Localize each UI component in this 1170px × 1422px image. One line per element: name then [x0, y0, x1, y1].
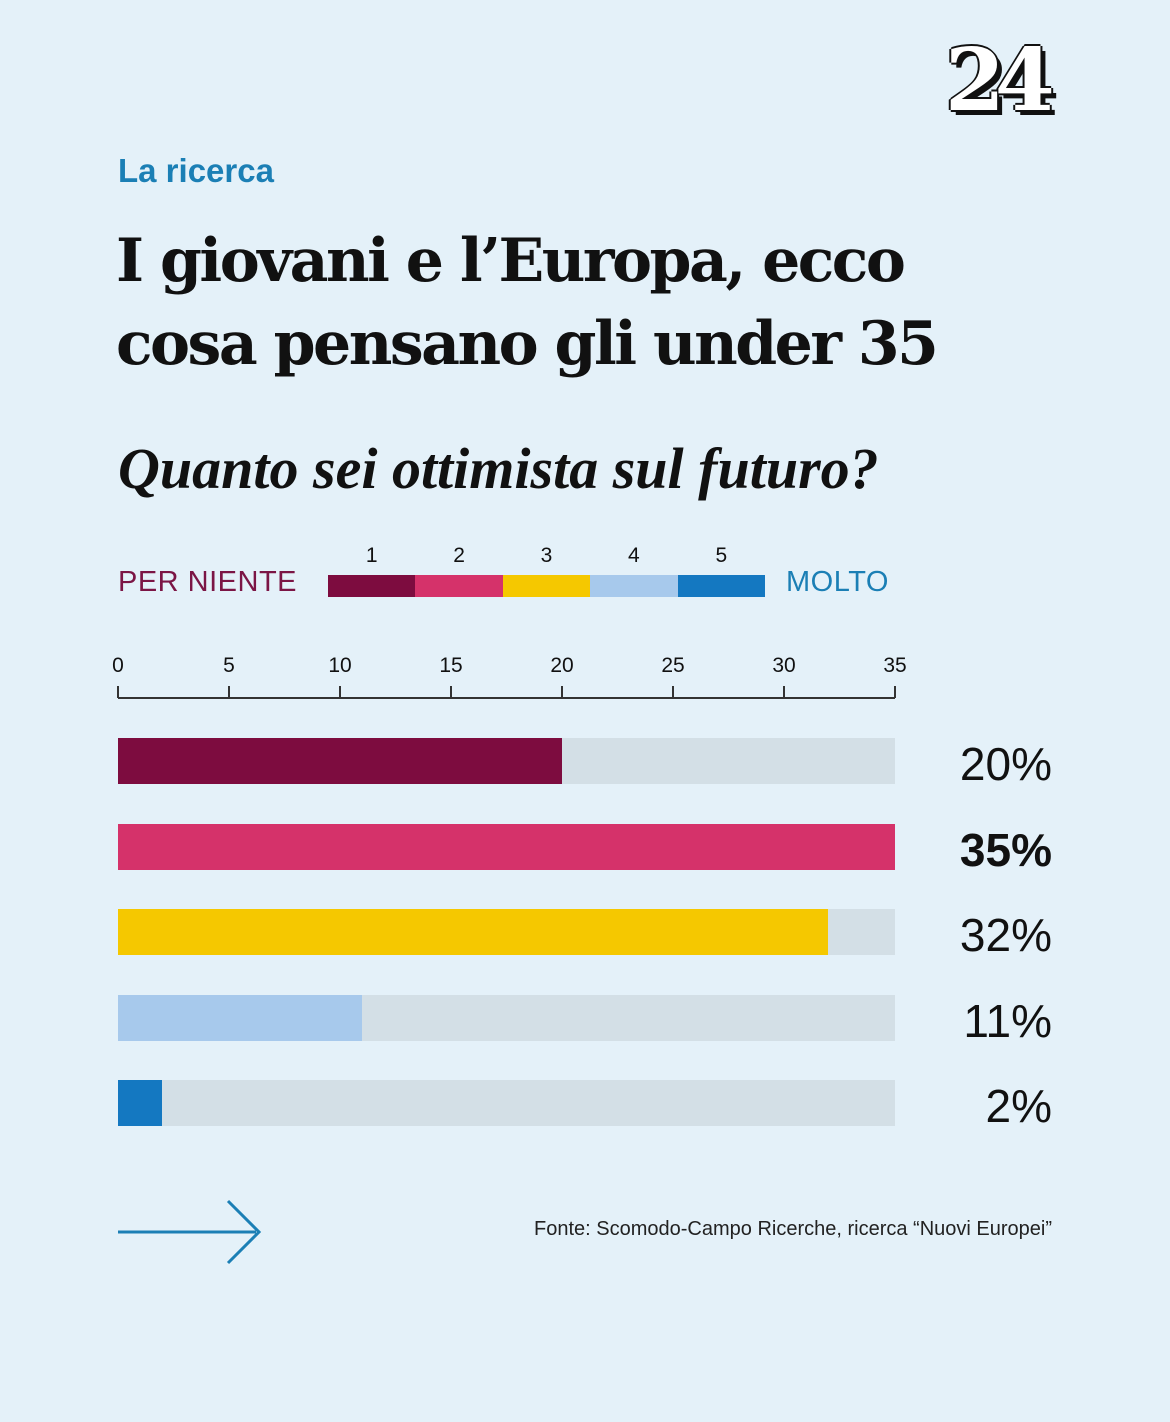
headline-line-1: I giovani e l’Europa, ecco — [116, 226, 906, 296]
legend-swatch-5 — [677, 575, 765, 597]
bar-2 — [118, 823, 895, 870]
bar-value-label: 2% — [985, 1080, 1052, 1132]
x-tick-mark — [561, 686, 563, 698]
chart-question: Quanto sei ottimista sul futuro? — [118, 436, 879, 501]
legend-swatch-3 — [502, 575, 591, 597]
legend-number-5: 5 — [715, 544, 728, 567]
bar-4 — [118, 994, 363, 1041]
bar-track — [118, 909, 895, 955]
headline-line-2: cosa pensano gli under 35 — [116, 309, 939, 379]
bar-value-label: 11% — [963, 994, 1052, 1047]
x-tick-mark — [783, 686, 785, 698]
headline: I giovani e l’Europa, ecco cosa pensano … — [116, 220, 1016, 386]
x-tick-mark — [450, 686, 452, 698]
x-tick-label: 25 — [661, 654, 685, 677]
x-tick-label: 5 — [223, 654, 235, 677]
x-tick-label: 15 — [439, 654, 463, 677]
bar-track — [118, 823, 895, 870]
newspaper-logo: 24 — [945, 30, 1055, 131]
bar-value-label: 35% — [959, 823, 1052, 876]
x-axis-line — [118, 697, 895, 699]
legend-low-label: PER NIENTE — [118, 566, 298, 598]
x-tick-label: 0 — [112, 654, 124, 677]
x-tick-mark — [228, 686, 230, 698]
bar-1 — [118, 738, 562, 784]
x-tick-mark — [894, 686, 896, 698]
bar-track — [118, 1080, 895, 1126]
x-tick-label: 30 — [772, 654, 796, 677]
x-tick-mark — [672, 686, 674, 698]
bar-value-label: 20% — [959, 738, 1052, 790]
legend-number-2: 2 — [453, 544, 465, 567]
x-tick-mark — [339, 686, 341, 698]
legend-number-1: 1 — [365, 544, 378, 567]
bar-track — [118, 994, 895, 1041]
legend-swatch-1 — [328, 575, 416, 597]
section-kicker: La ricerca — [118, 152, 274, 189]
legend-high-label: MOLTO — [786, 566, 889, 598]
legend-number-3: 3 — [540, 544, 553, 567]
bar-value-label: 32% — [959, 909, 1052, 961]
bar-5 — [118, 1080, 163, 1126]
x-tick-label: 35 — [883, 654, 907, 677]
bar-3 — [118, 909, 829, 955]
x-tick-label: 20 — [550, 654, 574, 677]
legend-swatch-2 — [415, 575, 503, 597]
x-tick-label: 10 — [328, 654, 352, 677]
source-note: Fonte: Scomodo-Campo Ricerche, ricerca “… — [534, 1218, 1052, 1240]
next-arrow-icon[interactable] — [118, 1198, 268, 1268]
legend-swatch-4 — [590, 575, 678, 597]
bar-track — [118, 738, 895, 784]
x-tick-mark — [117, 686, 119, 698]
legend-number-4: 4 — [628, 544, 640, 567]
